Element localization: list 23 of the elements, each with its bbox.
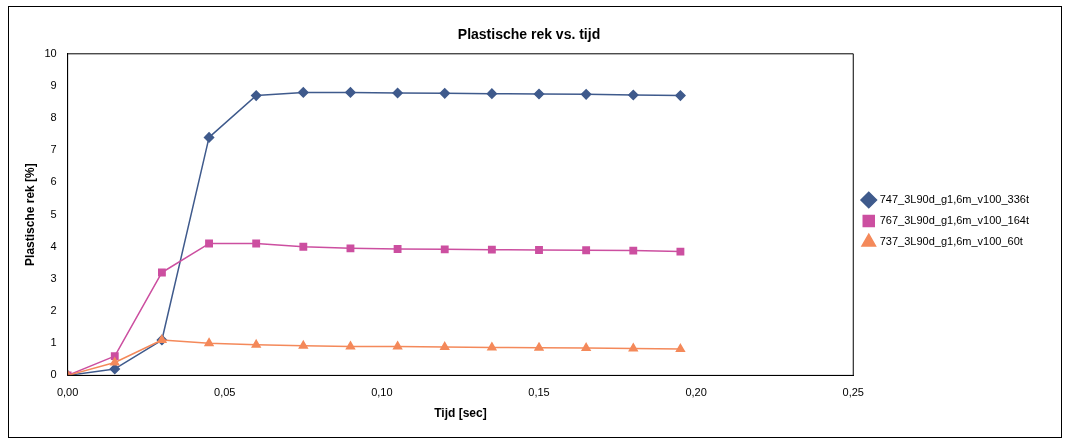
x-tick-label: 0,05 <box>214 386 236 399</box>
y-axis-title: Plastische rek [%] <box>22 163 37 266</box>
y-tick-label: 3 <box>50 271 57 284</box>
x-tick-label: 0,00 <box>56 386 79 399</box>
x-tick-label: 0,25 <box>842 386 864 399</box>
legend-label: 747_3L90d_g1,6m_v100_336t <box>879 193 1029 206</box>
y-tick-label: 6 <box>50 175 57 188</box>
x-axis-title: Tijd [sec] <box>434 406 487 421</box>
x-tick-label: 0,20 <box>685 386 707 399</box>
y-tick-label: 0 <box>50 368 57 381</box>
x-tick-label: 0,10 <box>371 386 393 399</box>
legend-label: 737_3L90d_g1,6m_v100_60t <box>879 235 1023 248</box>
y-tick-label: 5 <box>50 207 57 220</box>
y-tick-label: 7 <box>50 143 57 156</box>
chart-title: Plastische rek vs. tijd <box>457 26 601 43</box>
legend-label: 767_3L90d_g1,6m_v100_164t <box>879 214 1029 227</box>
x-tick-label: 0,15 <box>528 386 550 399</box>
y-tick-label: 10 <box>44 46 57 59</box>
y-tick-label: 2 <box>50 304 57 317</box>
y-tick-label: 8 <box>50 111 57 124</box>
y-tick-label: 4 <box>50 239 57 252</box>
y-tick-label: 1 <box>50 336 57 349</box>
y-tick-label: 9 <box>50 78 57 91</box>
